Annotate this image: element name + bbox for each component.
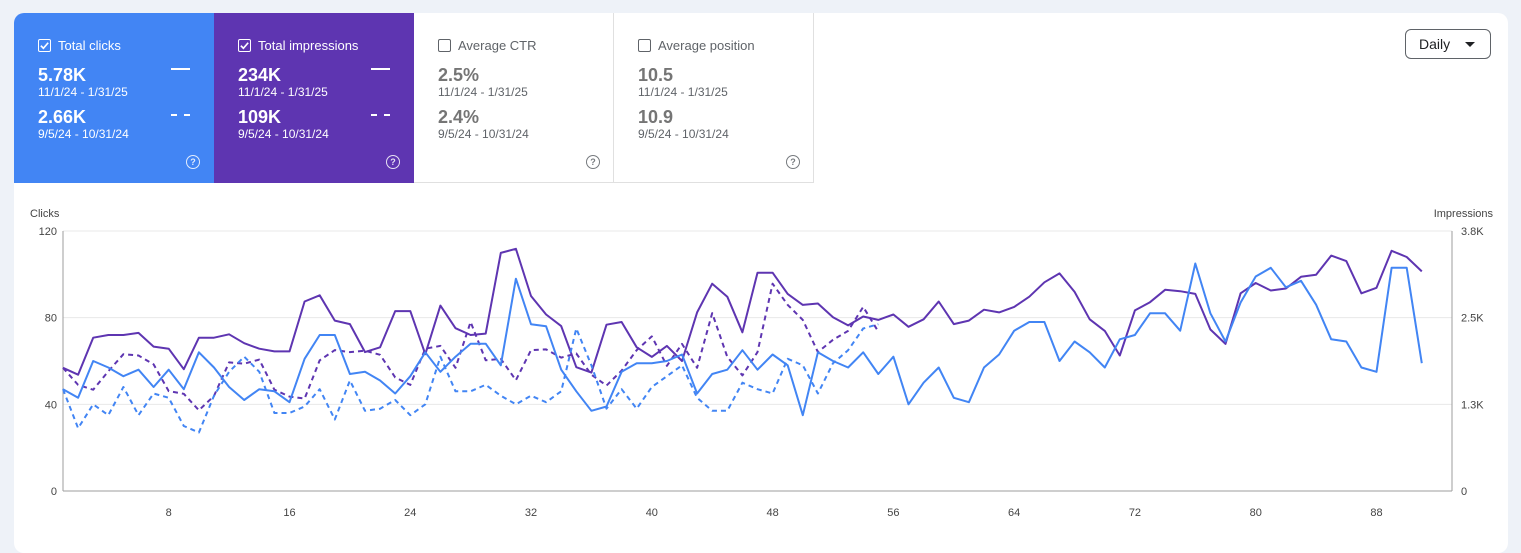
y-left-tick-label: 40	[45, 399, 57, 411]
performance-card: Total clicks 5.78K 11/1/24 - 1/31/25 2.6…	[14, 13, 1508, 553]
x-axis-ticks: 8 16 24 32 40 48 56 64 72 80 88	[166, 507, 1383, 519]
metric-current-range: 11/1/24 - 1/31/25	[638, 85, 728, 99]
metric-current-value: 234K	[238, 65, 282, 85]
x-tick-label: 88	[1370, 507, 1382, 519]
x-tick-label: 40	[646, 507, 658, 519]
metric-label: Average position	[658, 37, 755, 53]
metric-header: Average position	[638, 37, 813, 53]
metric-current-value: 5.78K	[38, 65, 87, 85]
metric-card-total-impressions[interactable]: Total impressions 234K 11/1/24 - 1/31/25…	[214, 13, 414, 183]
metric-tabs: Total clicks 5.78K 11/1/24 - 1/31/25 2.6…	[14, 13, 814, 183]
grid-lines	[62, 230, 1453, 492]
y-right-tick-label: 1.3K	[1461, 399, 1484, 411]
period-dropdown[interactable]: Daily	[1405, 29, 1491, 59]
impressions-current-line	[62, 247, 1423, 376]
solid-line-legend-icon	[371, 68, 390, 70]
x-tick-label: 72	[1129, 507, 1141, 519]
clicks-current-line	[62, 262, 1423, 417]
caret-down-icon	[1465, 42, 1475, 47]
clicks-previous-line	[62, 323, 879, 434]
metric-previous-range: 9/5/24 - 10/31/24	[438, 127, 529, 141]
dashed-line-legend-icon	[371, 114, 390, 116]
x-tick-label: 80	[1250, 507, 1262, 519]
help-circle-icon[interactable]: ?	[186, 155, 200, 169]
metric-label: Total clicks	[58, 37, 121, 53]
y-axis-left-label: Clicks	[30, 208, 60, 220]
metric-current-range: 11/1/24 - 1/31/25	[238, 85, 328, 99]
y-left-tick-label: 0	[51, 486, 57, 498]
y-axis-right-label: Impressions	[1434, 208, 1494, 220]
metric-card-total-clicks[interactable]: Total clicks 5.78K 11/1/24 - 1/31/25 2.6…	[14, 13, 214, 183]
metric-card-average-ctr[interactable]: Average CTR 2.5% 11/1/24 - 1/31/25 2.4% …	[414, 13, 614, 183]
y-right-tick-label: 0	[1461, 486, 1467, 498]
x-tick-label: 64	[1008, 507, 1020, 519]
metric-header: Total impressions	[238, 37, 414, 53]
metric-previous-value: 10.9	[638, 107, 674, 127]
x-tick-label: 8	[166, 507, 172, 519]
y-right-tick-label: 3.8K	[1461, 226, 1484, 238]
y-axis-left-ticks: 0 40 80 120	[39, 226, 57, 498]
help-circle-icon[interactable]: ?	[586, 155, 600, 169]
y-right-tick-label: 2.5K	[1461, 313, 1484, 325]
x-tick-label: 16	[283, 507, 295, 519]
x-tick-label: 24	[404, 507, 416, 519]
check-icon[interactable]	[38, 38, 51, 52]
checkbox-icon[interactable]	[438, 38, 451, 52]
metric-current-range: 11/1/24 - 1/31/25	[38, 85, 128, 99]
impressions-previous-line	[62, 282, 880, 412]
metric-previous-value: 2.4%	[438, 107, 480, 127]
metric-previous-range: 9/5/24 - 10/31/24	[38, 127, 129, 141]
metric-header: Average CTR	[438, 37, 613, 53]
x-tick-label: 48	[766, 507, 778, 519]
dashed-line-legend-icon	[171, 114, 190, 116]
period-dropdown-value: Daily	[1419, 36, 1451, 52]
check-icon[interactable]	[238, 38, 251, 52]
y-axis-right-ticks: 0 1.3K 2.5K 3.8K	[1461, 226, 1484, 498]
help-circle-icon[interactable]: ?	[386, 155, 400, 169]
metric-header: Total clicks	[38, 37, 214, 53]
checkbox-icon[interactable]	[638, 38, 651, 52]
metric-card-average-position[interactable]: Average position 10.5 11/1/24 - 1/31/25 …	[614, 13, 814, 183]
x-tick-label: 56	[887, 507, 899, 519]
metric-label: Average CTR	[458, 37, 537, 53]
solid-line-legend-icon	[171, 68, 190, 70]
series-lines	[62, 247, 1423, 434]
metric-label: Total impressions	[258, 37, 359, 53]
x-tick-label: 32	[525, 507, 537, 519]
metric-current-range: 11/1/24 - 1/31/25	[438, 85, 528, 99]
metric-previous-value: 2.66K	[38, 107, 87, 127]
metric-previous-value: 109K	[238, 107, 282, 127]
performance-chart: Clicks Impressions 0 40 80 120 0 1.3K 2.5K 3.8…	[30, 208, 1494, 519]
y-left-tick-label: 120	[39, 226, 57, 238]
help-circle-icon[interactable]: ?	[786, 155, 800, 169]
metric-previous-range: 9/5/24 - 10/31/24	[238, 127, 329, 141]
y-left-tick-label: 80	[45, 313, 57, 325]
metric-current-value: 10.5	[638, 65, 674, 85]
metric-previous-range: 9/5/24 - 10/31/24	[638, 127, 729, 141]
metric-current-value: 2.5%	[438, 65, 480, 85]
